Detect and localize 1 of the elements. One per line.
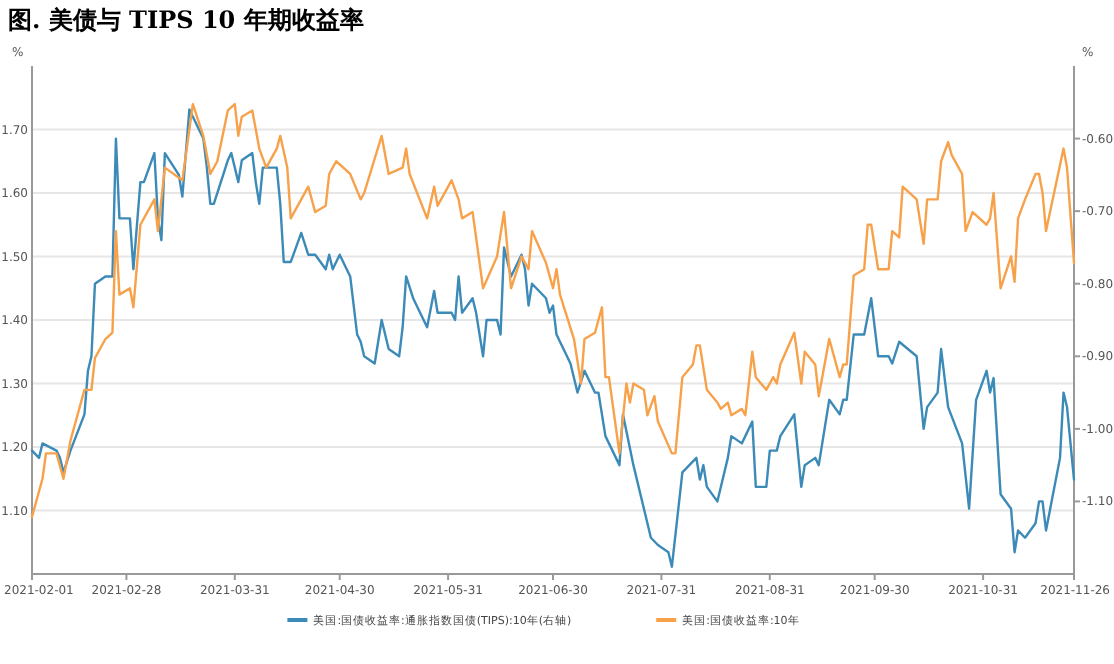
- chart-title: 图. 美债与 TIPS 10 年期收益率: [8, 6, 364, 34]
